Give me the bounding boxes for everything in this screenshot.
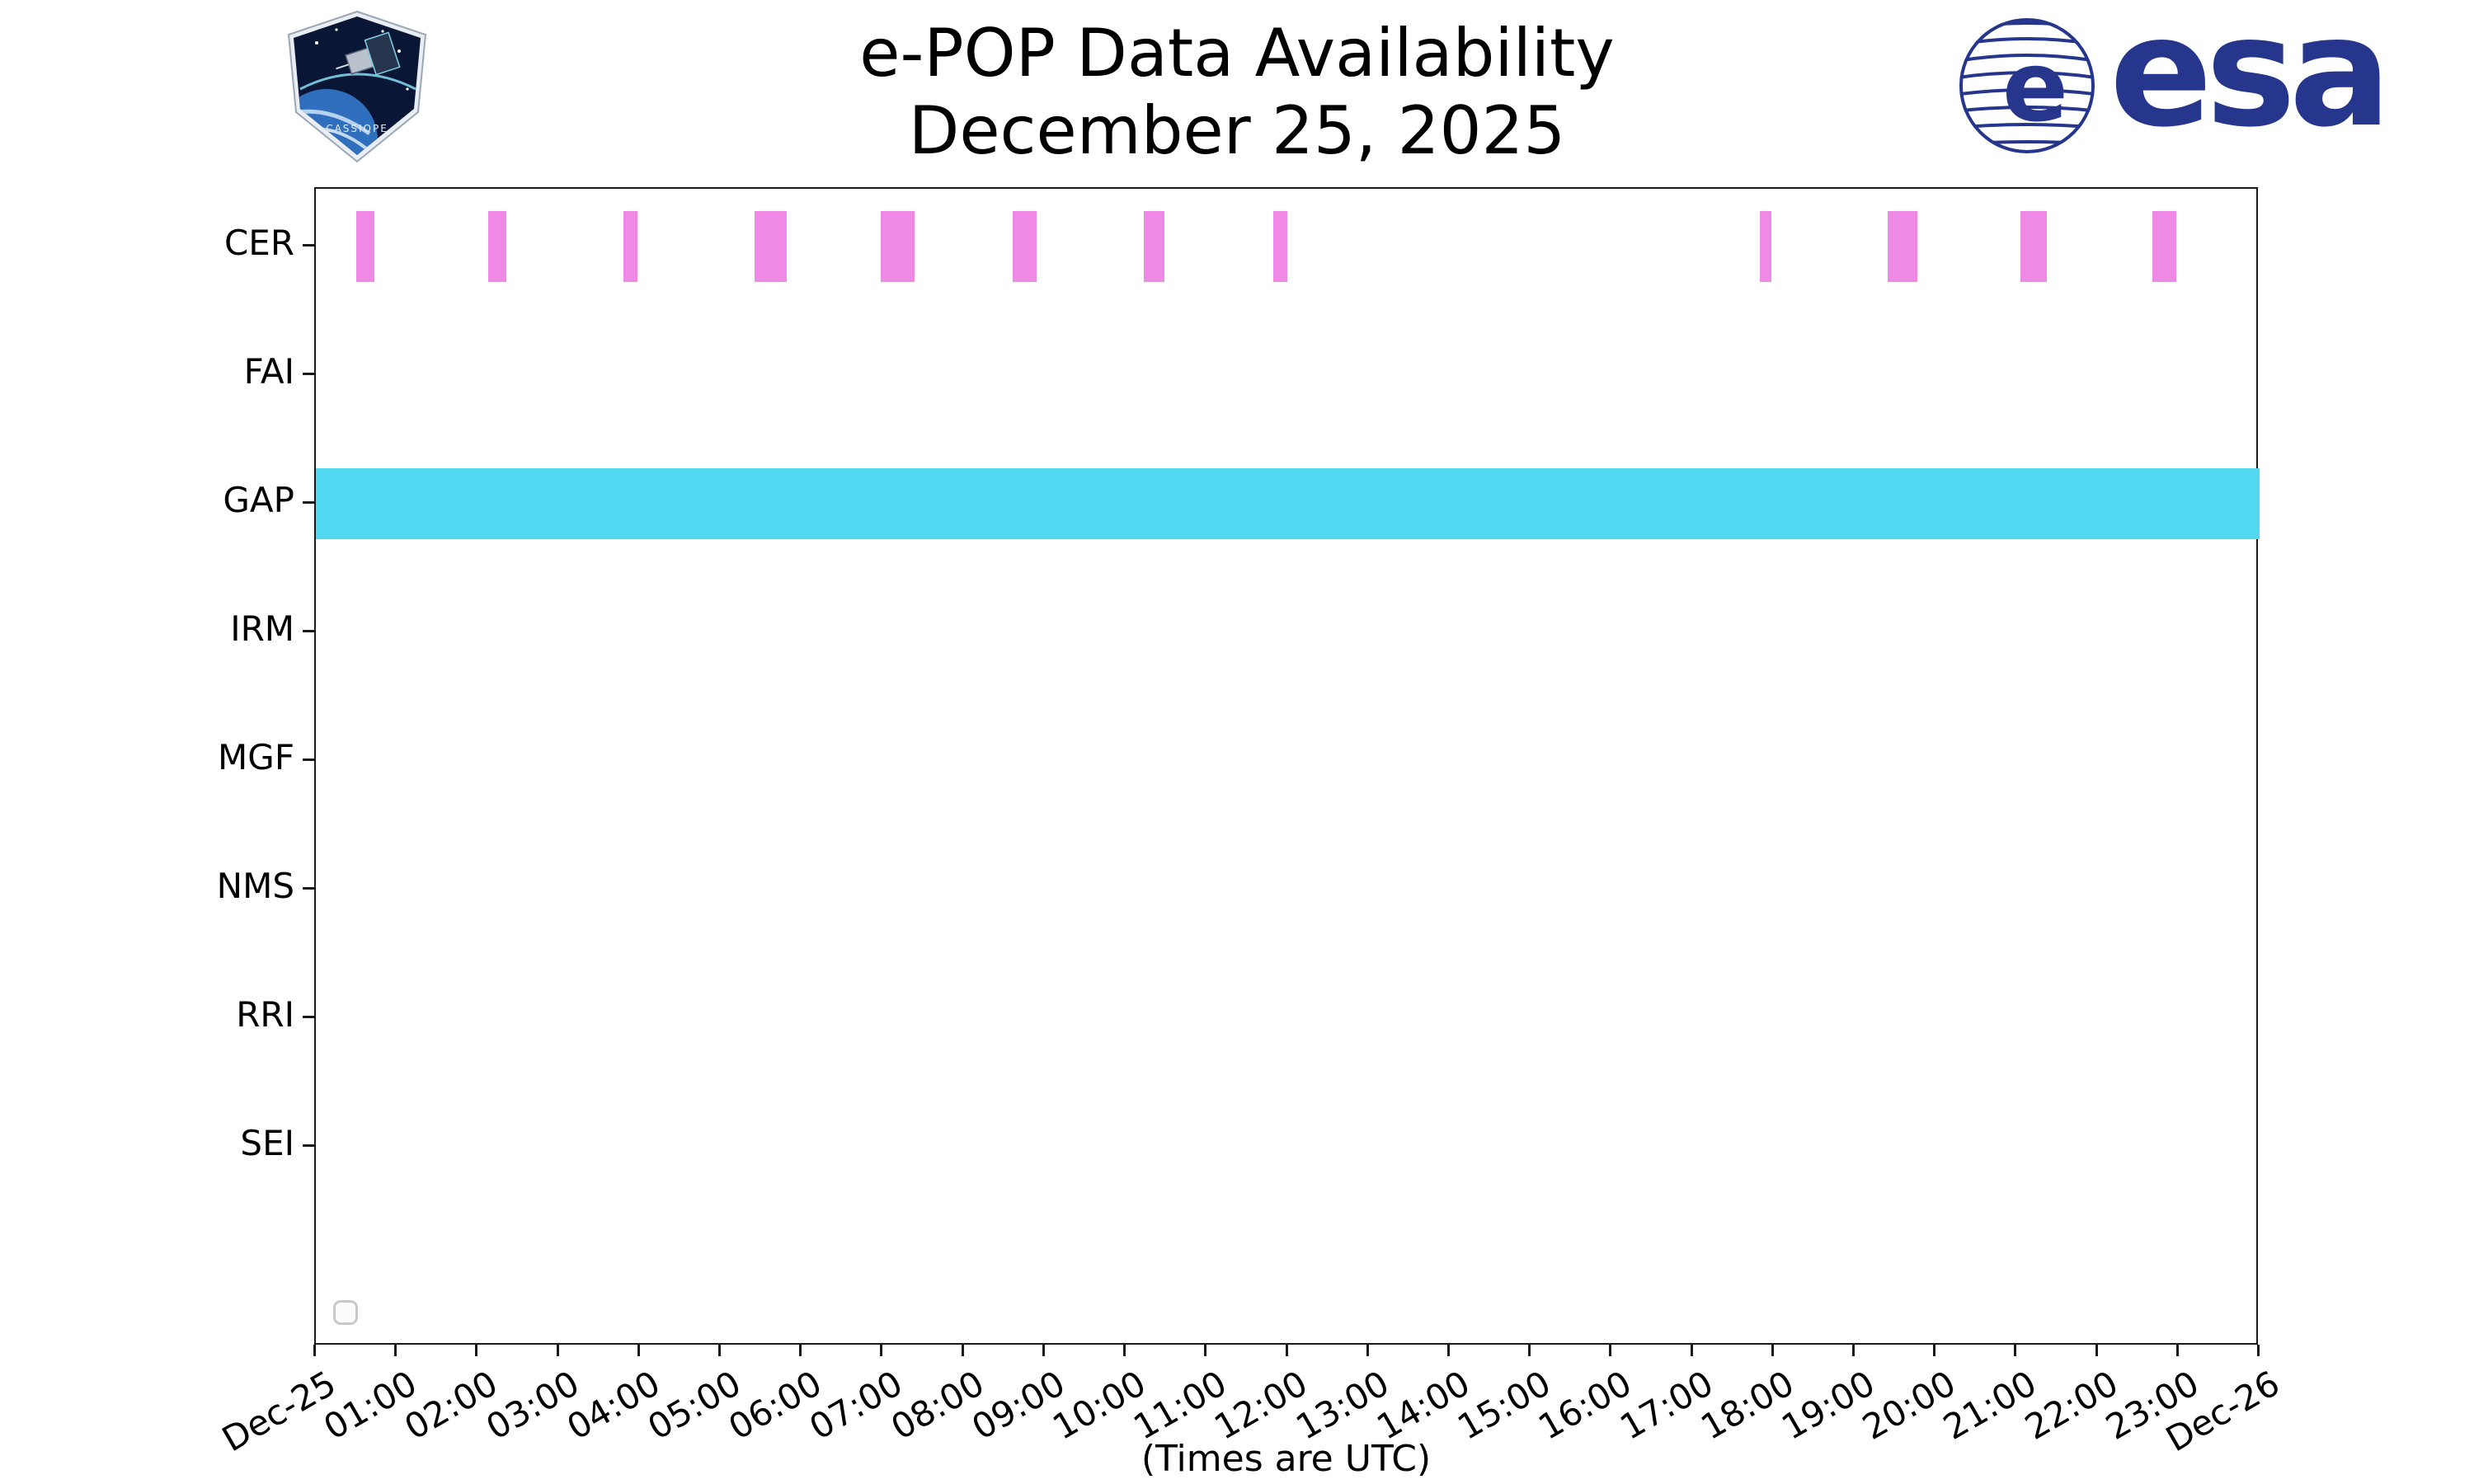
availability-bar-CER-5 bbox=[1012, 211, 1037, 282]
x-tick-label-11:00: 11:00 bbox=[1126, 1363, 1234, 1448]
availability-bar-CER-3 bbox=[755, 211, 787, 282]
x-tick bbox=[718, 1345, 722, 1356]
availability-bar-CER-7 bbox=[1272, 211, 1288, 282]
x-axis-label: (Times are UTC) bbox=[1141, 1438, 1432, 1480]
x-tick bbox=[2175, 1345, 2179, 1356]
x-tick-label-22:00: 22:00 bbox=[2017, 1363, 2125, 1448]
x-tick bbox=[961, 1345, 964, 1356]
cassiope-patch-graphic: CASSIOPE bbox=[287, 10, 427, 163]
esa-logo: e esa bbox=[1956, 0, 2392, 160]
row-label-IRM: IRM bbox=[230, 608, 294, 649]
row-label-NMS: NMS bbox=[216, 866, 294, 906]
x-tick-label-12:00: 12:00 bbox=[1207, 1363, 1315, 1448]
availability-bar-CER-1 bbox=[488, 211, 506, 282]
x-tick bbox=[1285, 1345, 1288, 1356]
x-tick bbox=[2095, 1345, 2098, 1356]
x-tick-label-03:00: 03:00 bbox=[478, 1363, 586, 1448]
availability-bar-CER-2 bbox=[623, 211, 637, 282]
y-tick bbox=[303, 244, 314, 247]
row-label-RRI: RRI bbox=[236, 994, 294, 1035]
x-tick-label-18:00: 18:00 bbox=[1693, 1363, 1801, 1448]
y-tick bbox=[303, 758, 314, 761]
row-label-CER: CER bbox=[223, 223, 294, 263]
x-tick-label-01:00: 01:00 bbox=[317, 1363, 424, 1448]
y-tick bbox=[303, 501, 314, 504]
x-tick-label-04:00: 04:00 bbox=[560, 1363, 667, 1448]
x-tick-label-16:00: 16:00 bbox=[1531, 1363, 1639, 1448]
chart-header: e-POP Data Availability December 25, 202… bbox=[0, 15, 2474, 171]
availability-bar-CER-0 bbox=[356, 211, 374, 282]
x-tick-label-05:00: 05:00 bbox=[641, 1363, 748, 1448]
chart-subtitle: December 25, 2025 bbox=[908, 92, 1566, 170]
chart-title: e-POP Data Availability bbox=[859, 15, 1615, 92]
x-tick-label-20:00: 20:00 bbox=[1856, 1363, 1963, 1448]
x-tick-label-02:00: 02:00 bbox=[397, 1363, 505, 1448]
availability-bar-CER-6 bbox=[1143, 211, 1165, 282]
availability-bar-CER-8 bbox=[1760, 211, 1771, 282]
availability-bar-CER-10 bbox=[2020, 211, 2047, 282]
availability-bar-CER-4 bbox=[881, 211, 915, 282]
x-tick-label-14:00: 14:00 bbox=[1370, 1363, 1477, 1448]
x-tick bbox=[799, 1345, 802, 1356]
availability-bar-GAP-0 bbox=[316, 468, 2260, 539]
x-tick-label-17:00: 17:00 bbox=[1612, 1363, 1720, 1448]
x-tick bbox=[1123, 1345, 1126, 1356]
row-label-GAP: GAP bbox=[223, 480, 294, 520]
svg-text:e: e bbox=[2002, 30, 2068, 143]
x-tick-label-10:00: 10:00 bbox=[1046, 1363, 1153, 1448]
x-tick-label-13:00: 13:00 bbox=[1288, 1363, 1396, 1448]
x-tick bbox=[1851, 1345, 1855, 1356]
x-tick-label-06:00: 06:00 bbox=[722, 1363, 829, 1448]
x-tick bbox=[1528, 1345, 1531, 1356]
y-tick bbox=[303, 1016, 314, 1018]
legend-box bbox=[333, 1300, 358, 1325]
cassiope-mission-patch: CASSIOPE bbox=[284, 10, 430, 163]
cassiope-patch-text: CASSIOPE bbox=[326, 123, 388, 134]
x-tick bbox=[313, 1345, 316, 1356]
x-tick bbox=[1933, 1345, 1936, 1356]
esa-globe-icon: e bbox=[1959, 18, 2095, 153]
x-tick-label-09:00: 09:00 bbox=[965, 1363, 1072, 1448]
y-tick bbox=[303, 630, 314, 632]
esa-wordmark: esa bbox=[2109, 0, 2392, 161]
row-label-FAI: FAI bbox=[243, 351, 294, 392]
x-tick bbox=[1042, 1345, 1045, 1356]
x-tick-label-21:00: 21:00 bbox=[1936, 1363, 2044, 1448]
y-tick bbox=[303, 887, 314, 890]
x-tick bbox=[1690, 1345, 1693, 1356]
x-tick bbox=[1204, 1345, 1207, 1356]
x-tick bbox=[556, 1345, 559, 1356]
x-tick bbox=[1366, 1345, 1369, 1356]
x-tick bbox=[2014, 1345, 2017, 1356]
x-tick bbox=[475, 1345, 478, 1356]
x-tick bbox=[2257, 1345, 2260, 1356]
x-tick bbox=[1446, 1345, 1450, 1356]
row-label-SEI: SEI bbox=[240, 1123, 294, 1163]
plot-area bbox=[314, 187, 2260, 1345]
x-tick bbox=[1609, 1345, 1612, 1356]
x-tick bbox=[394, 1345, 397, 1356]
row-label-MGF: MGF bbox=[218, 737, 294, 777]
x-tick bbox=[880, 1345, 883, 1356]
x-tick-label-08:00: 08:00 bbox=[883, 1363, 991, 1448]
availability-bar-CER-9 bbox=[1888, 211, 1917, 282]
y-tick bbox=[303, 373, 314, 375]
x-tick-label-07:00: 07:00 bbox=[802, 1363, 910, 1448]
x-tick bbox=[637, 1345, 640, 1356]
availability-bar-CER-11 bbox=[2152, 211, 2176, 282]
x-tick-label-15:00: 15:00 bbox=[1451, 1363, 1558, 1448]
x-tick-label-19:00: 19:00 bbox=[1775, 1363, 1882, 1448]
y-tick bbox=[303, 1144, 314, 1147]
x-tick bbox=[1771, 1345, 1774, 1356]
